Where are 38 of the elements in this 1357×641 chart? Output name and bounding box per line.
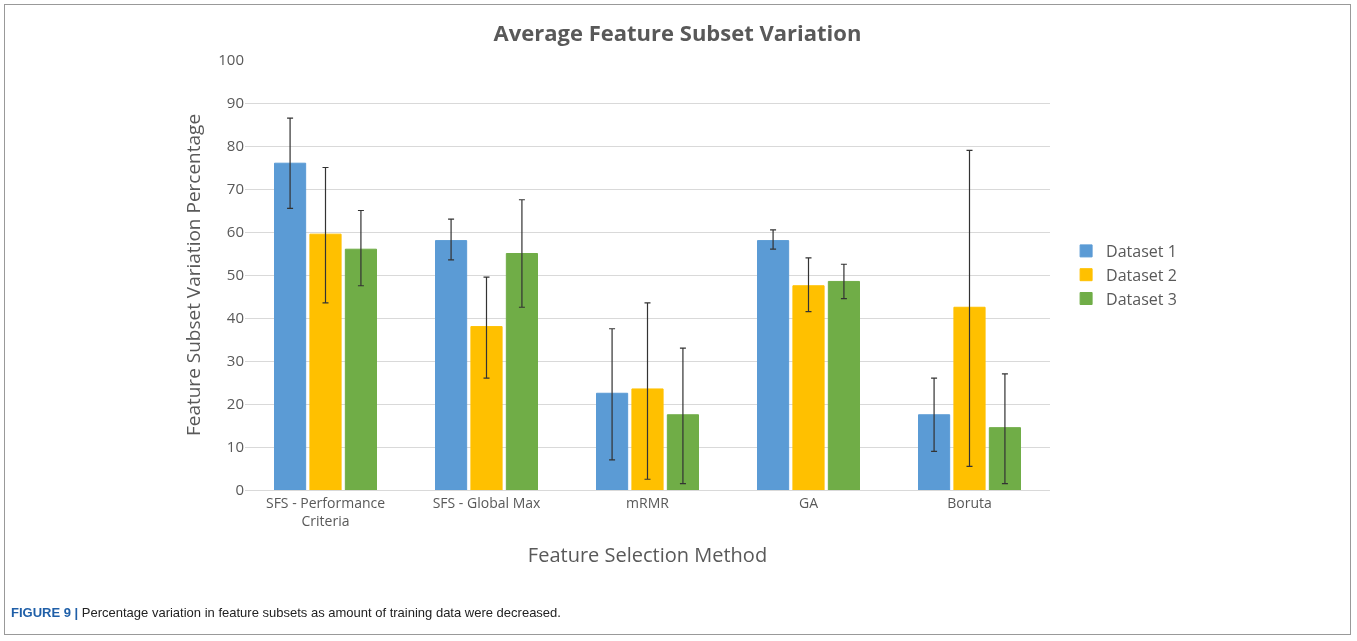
legend-label: Dataset 3 xyxy=(1106,287,1177,310)
y-tick-label: 60 xyxy=(226,221,244,242)
y-axis-title: Feature Subset Variation Percentage xyxy=(180,113,207,437)
y-tick-label: 40 xyxy=(226,307,244,328)
y-tick-label: 90 xyxy=(226,92,244,113)
y-tick-label: 30 xyxy=(226,350,244,371)
bar xyxy=(827,280,860,490)
legend-label: Dataset 1 xyxy=(1106,240,1177,263)
bar xyxy=(953,306,986,490)
bar xyxy=(274,162,307,490)
bar xyxy=(344,248,377,490)
bar xyxy=(666,414,699,490)
y-tick-label: 0 xyxy=(235,479,244,500)
bar xyxy=(988,427,1021,490)
legend-label: Dataset 2 xyxy=(1106,263,1177,286)
y-tick-label: 20 xyxy=(226,393,244,414)
bar xyxy=(505,253,538,490)
x-axis-title: Feature Selection Method xyxy=(527,540,768,568)
y-tick-label: 10 xyxy=(226,436,244,457)
bar xyxy=(918,414,951,490)
x-tick-label: SFS - Global Max xyxy=(432,492,542,512)
bar xyxy=(435,240,468,490)
y-tick-label: 100 xyxy=(218,49,244,70)
bar xyxy=(792,285,825,490)
y-tick-label: 70 xyxy=(226,178,244,199)
x-tick-label: SFS - Performance Criteria xyxy=(265,492,386,530)
x-tick-label: mRMR xyxy=(626,492,670,512)
y-tick-label: 50 xyxy=(226,264,244,285)
bar xyxy=(470,326,503,490)
y-tick-label: 80 xyxy=(226,135,244,156)
bar xyxy=(596,392,629,490)
chart-title: Average Feature Subset Variation xyxy=(493,16,862,47)
x-tick-label: GA xyxy=(798,492,819,512)
bar xyxy=(757,240,790,490)
bar xyxy=(631,388,664,490)
bar xyxy=(309,233,342,490)
caption: FIGURE 9 | Percentage variation in feature subsets as amount of training data were decreased. xyxy=(11,605,561,620)
x-tick-label: Boruta xyxy=(947,492,992,512)
